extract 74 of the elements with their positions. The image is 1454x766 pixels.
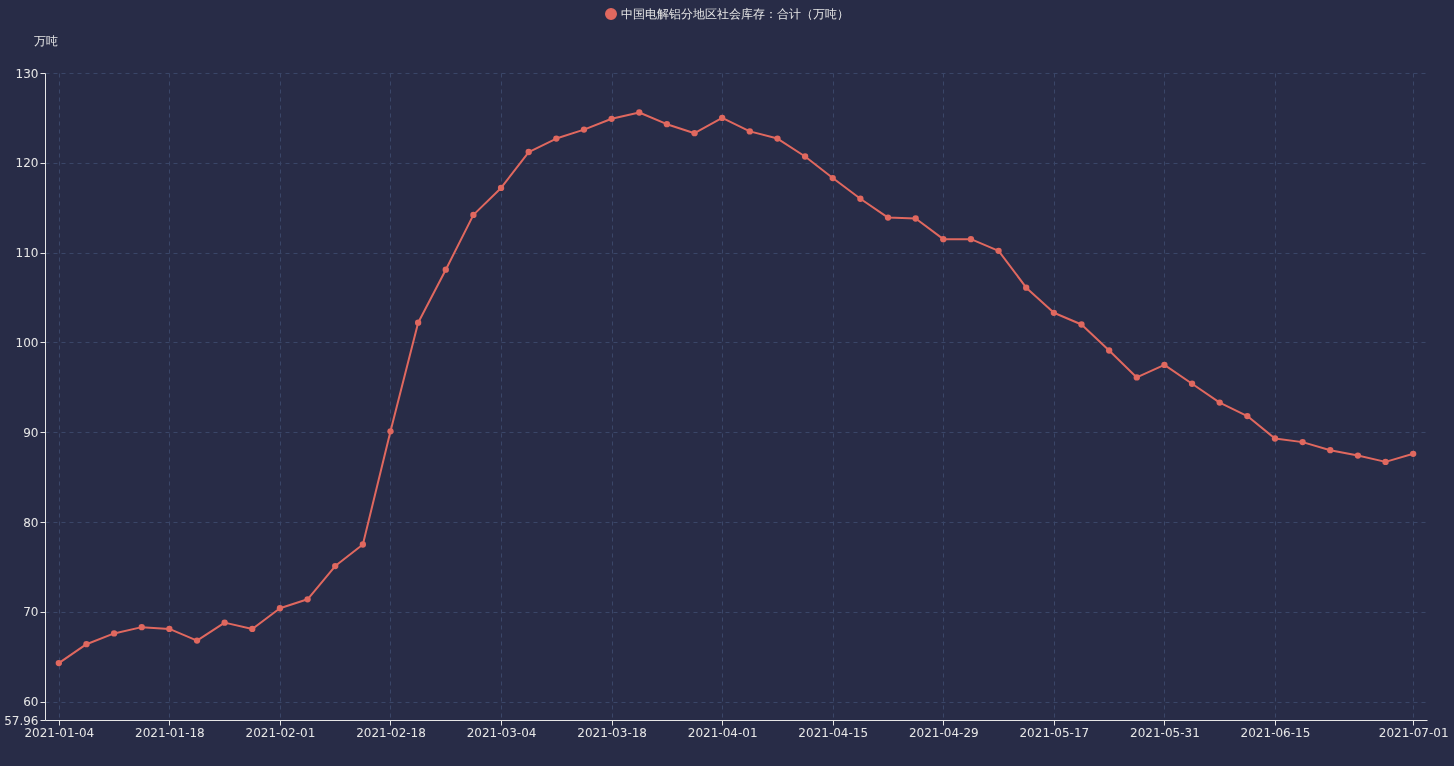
x-tick-label: 2021-05-31 [1130,725,1200,740]
point [221,619,228,626]
point [1244,412,1251,420]
x-tick-label: 2021-04-01 [687,725,758,740]
point [774,135,781,142]
point [110,630,118,637]
point [1216,399,1223,406]
y-tick-label: 130 [15,66,39,81]
point [884,214,892,221]
x-tick-label: 2021-06-15 [1240,725,1311,740]
point [1354,452,1362,459]
point [304,596,311,603]
point [1299,438,1306,446]
point [387,428,394,435]
point [857,195,864,202]
point [1410,450,1417,457]
point [995,247,1002,254]
y-tick-label: 110 [15,246,39,261]
point [1105,347,1113,354]
y-tick-label: 70 [23,605,39,620]
point [801,153,809,160]
x-tick-label: 2021-02-01 [245,725,316,740]
point [1078,321,1085,328]
point [1382,458,1389,466]
point [332,562,339,570]
x-tick-label: 2021-03-04 [466,725,537,740]
point [580,126,588,133]
point [470,211,477,219]
x-tick-label: 2021-01-18 [135,725,205,740]
y-axis-title: 万吨 [33,33,58,48]
x-tick-label: 2021-01-04 [24,725,95,740]
point [166,625,173,633]
point [193,637,201,644]
point [276,605,284,612]
point [138,623,145,631]
y-tick-label: 57.96 [4,713,39,728]
point [1188,380,1196,387]
y-tick-label: 90 [23,425,39,440]
point [829,174,836,182]
legend-label: 中国电解铝分地区社会库存：合计（万吨） [621,7,849,21]
point [442,266,449,273]
point [636,109,643,116]
point [525,148,532,156]
point [1050,309,1058,316]
point [83,641,90,648]
point [1271,435,1279,442]
y-tick-label: 100 [15,335,39,350]
point [55,659,62,667]
y-tick-label: 80 [23,515,39,530]
y-tick-label: 120 [15,156,39,171]
x-tick-label: 2021-04-29 [908,725,979,740]
point [249,625,256,633]
point [1133,374,1140,381]
x-tick-label: 2021-07-01 [1378,725,1449,740]
point [359,541,367,548]
x-tick-label: 2021-02-18 [356,725,426,740]
point [940,235,947,243]
point [746,128,753,135]
y-tick-label: 60 [23,695,39,710]
x-tick-label: 2021-04-15 [798,725,869,740]
x-tick-label: 2021-03-18 [577,725,647,740]
point [691,130,698,137]
point [967,235,975,243]
point [719,114,726,122]
point [553,135,560,142]
x-tick-label: 2021-05-17 [1019,725,1090,740]
point [608,115,615,122]
point [1023,284,1030,291]
point [497,184,505,192]
point [414,319,422,326]
point [912,215,919,222]
point [663,121,671,128]
point [1327,447,1334,454]
point [1161,361,1168,369]
